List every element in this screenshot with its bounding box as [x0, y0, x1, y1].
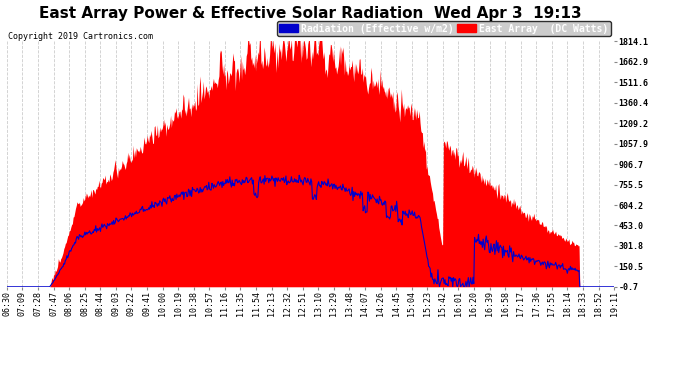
Legend: Radiation (Effective w/m2), East Array  (DC Watts): Radiation (Effective w/m2), East Array (… — [277, 21, 611, 36]
Text: East Array Power & Effective Solar Radiation  Wed Apr 3  19:13: East Array Power & Effective Solar Radia… — [39, 6, 582, 21]
Text: Copyright 2019 Cartronics.com: Copyright 2019 Cartronics.com — [8, 32, 153, 41]
